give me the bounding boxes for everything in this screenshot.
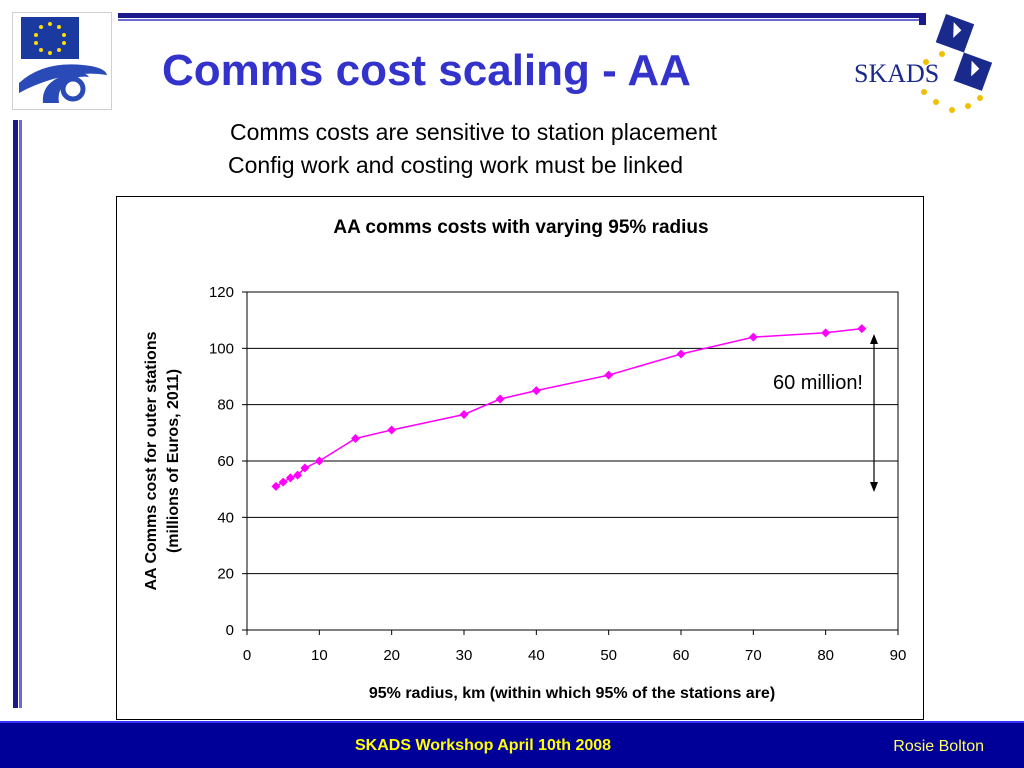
data-point-4 xyxy=(300,463,310,473)
x-tick-label: 30 xyxy=(456,647,473,664)
data-point-7 xyxy=(387,425,397,435)
data-point-14 xyxy=(821,328,831,338)
annotation-label: 60 million! xyxy=(773,372,863,394)
y-tick-label: 100 xyxy=(209,340,234,357)
data-point-5 xyxy=(314,456,324,466)
x-tick-label: 40 xyxy=(528,647,545,664)
data-point-13 xyxy=(748,332,758,342)
top-decor-bar xyxy=(118,13,924,18)
data-point-0 xyxy=(271,481,281,491)
x-tick-label: 20 xyxy=(383,647,400,664)
x-tick-label: 50 xyxy=(600,647,617,664)
data-point-10 xyxy=(531,386,541,396)
series-line-0 xyxy=(275,327,862,488)
subtitle-line-2: Config work and costing work must be lin… xyxy=(228,152,684,178)
data-point-11 xyxy=(604,370,614,380)
x-tick-label: 60 xyxy=(673,647,690,664)
annotation-arrowhead-bottom xyxy=(870,482,878,492)
y-axis-label-line-2: (millions of Euros, 2011) xyxy=(165,369,182,553)
y-tick-label: 80 xyxy=(217,397,234,414)
x-tick-label: 90 xyxy=(890,647,907,664)
eu-fp6-logo xyxy=(12,12,112,110)
data-point-8 xyxy=(459,410,469,420)
cost-chart: AA comms costs with varying 95% radius 0… xyxy=(143,217,907,702)
top-decor-bar-end xyxy=(919,13,926,25)
subtitle-line-1: Comms costs are sensitive to station pla… xyxy=(230,119,718,145)
left-decor-bar xyxy=(13,120,18,708)
top-decor-bar-thin xyxy=(118,19,924,21)
y-tick-label: 60 xyxy=(217,453,234,470)
footer-author: Rosie Bolton xyxy=(893,738,984,755)
y-tick-label: 40 xyxy=(217,509,234,526)
y-axis-label-line-1: AA Comms cost for outer stations xyxy=(143,331,160,590)
y-tick-label: 120 xyxy=(209,284,234,301)
footer-bar: SKADS Workshop April 10th 2008 Rosie Bol… xyxy=(0,721,1024,768)
chart-title: AA comms costs with varying 95% radius xyxy=(333,217,708,238)
slide-title: Comms cost scaling - AA xyxy=(162,46,691,95)
y-tick-label: 20 xyxy=(217,566,234,583)
x-tick-label: 0 xyxy=(243,647,251,664)
y-tick-label: 0 xyxy=(226,622,234,639)
annotation-arrowhead-top xyxy=(870,334,878,344)
left-decor-bar-thin xyxy=(19,120,22,708)
data-point-2 xyxy=(285,473,295,483)
data-point-1 xyxy=(278,477,288,487)
data-point-15 xyxy=(857,324,867,334)
x-tick-label: 80 xyxy=(817,647,834,664)
data-point-9 xyxy=(495,394,505,404)
footer-event: SKADS Workshop April 10th 2008 xyxy=(355,737,612,754)
x-tick-label: 10 xyxy=(311,647,328,664)
data-point-12 xyxy=(676,349,686,359)
data-point-3 xyxy=(293,470,303,480)
x-tick-label: 70 xyxy=(745,647,762,664)
x-axis-label: 95% radius, km (within which 95% of the … xyxy=(369,685,775,702)
data-point-6 xyxy=(351,433,360,443)
skads-logo: SKADS xyxy=(848,14,1018,122)
